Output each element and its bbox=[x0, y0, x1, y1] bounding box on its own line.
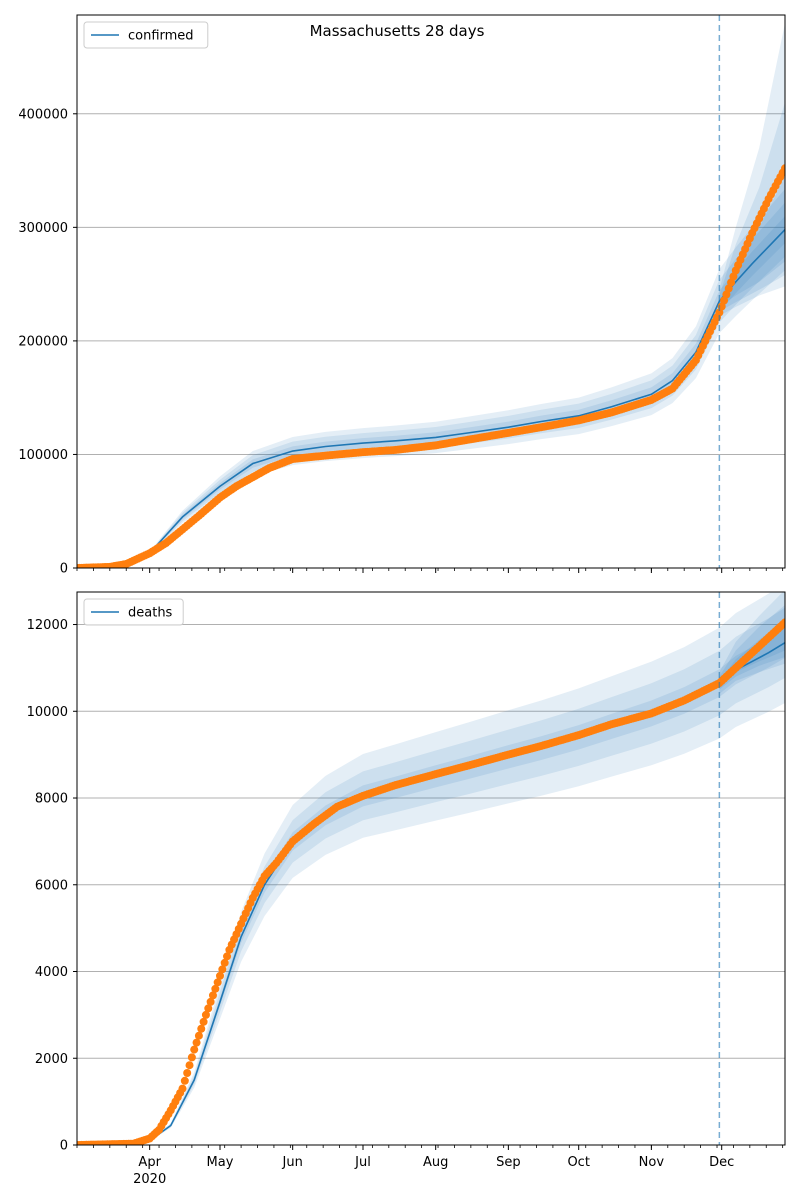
observed-point bbox=[178, 1084, 187, 1093]
uncertainty-band-inner bbox=[77, 627, 785, 1145]
forecast-band-outer bbox=[719, 22, 785, 316]
deaths-panel: 0 2000 4000 6000 8000 10000 12000 Apr May Jun Jul A… bbox=[27, 591, 786, 1187]
observed-point bbox=[213, 978, 222, 987]
observed-point bbox=[781, 164, 785, 173]
y-tick-label: 200000 bbox=[18, 334, 68, 349]
uncertainty-band-inner bbox=[77, 216, 785, 568]
uncertainty-band-mid bbox=[77, 607, 785, 1145]
observed-point bbox=[724, 284, 733, 293]
y-tick-label: 8000 bbox=[35, 792, 68, 807]
observed-point bbox=[216, 971, 225, 980]
plot-area bbox=[77, 592, 785, 1145]
y-tick-label: 0 bbox=[60, 1139, 68, 1154]
y-tick-label: 10000 bbox=[27, 705, 68, 720]
y-tick-label: 2000 bbox=[35, 1052, 68, 1067]
y-tick-label: 12000 bbox=[27, 618, 68, 633]
chart-title: Massachusetts 28 days bbox=[310, 22, 485, 40]
legend: confirmed bbox=[83, 21, 209, 49]
y-tick-label: 100000 bbox=[18, 448, 68, 463]
observed-point bbox=[180, 1076, 189, 1085]
observed-point bbox=[208, 991, 217, 1000]
legend-label: deaths bbox=[128, 606, 173, 621]
uncertainty-band-outer bbox=[77, 592, 785, 1145]
observed-point bbox=[218, 965, 227, 974]
observed-point bbox=[204, 1004, 213, 1013]
observed-point bbox=[187, 1053, 196, 1062]
observed-point bbox=[192, 1038, 201, 1047]
y-tick-label: 6000 bbox=[35, 878, 68, 893]
observed-point bbox=[199, 1017, 208, 1026]
y-tick-label: 4000 bbox=[35, 965, 68, 980]
uncertainty-band-mid bbox=[77, 202, 785, 568]
x-tick-label: Sep bbox=[496, 1155, 521, 1170]
confirmed-panel: 0 100000 200000 300000 400000 confirmed bbox=[18, 14, 786, 577]
observed-point bbox=[720, 296, 729, 305]
x-tick-label: Jul bbox=[354, 1155, 371, 1170]
observed-point bbox=[729, 272, 738, 281]
axes-frame bbox=[76, 14, 786, 569]
observed-point bbox=[183, 1069, 192, 1078]
series-line-confirmed bbox=[77, 229, 785, 568]
observed-point bbox=[220, 958, 229, 967]
observed-point bbox=[223, 952, 232, 961]
observed-point bbox=[185, 1061, 194, 1070]
legend-label: confirmed bbox=[128, 29, 194, 44]
observed-point bbox=[722, 290, 731, 299]
x-tick-label: Nov bbox=[639, 1155, 665, 1170]
x-tick-label: Jun bbox=[282, 1155, 303, 1170]
observed-point bbox=[715, 308, 724, 317]
axes-frame bbox=[76, 591, 786, 1146]
observed-point bbox=[197, 1024, 206, 1033]
x-tick-label: Oct bbox=[567, 1155, 589, 1170]
y-tick-label: 300000 bbox=[18, 221, 68, 236]
forecast-band-mid bbox=[719, 102, 785, 312]
x-tick-label: May bbox=[207, 1155, 234, 1170]
observed-point bbox=[211, 984, 220, 993]
legend: deaths bbox=[83, 598, 184, 626]
observed-point bbox=[190, 1045, 199, 1054]
observed-point bbox=[201, 1010, 210, 1019]
y-tick-label: 0 bbox=[60, 562, 68, 577]
plot-area bbox=[77, 22, 785, 568]
x-tick-label: Aug bbox=[423, 1155, 448, 1170]
y-tick-label: 400000 bbox=[18, 107, 68, 122]
x-tick-label: Apr bbox=[138, 1155, 161, 1170]
x-year-label: 2020 bbox=[133, 1172, 166, 1187]
observed-point bbox=[727, 278, 736, 287]
observed-point bbox=[206, 997, 215, 1006]
legend-box bbox=[83, 598, 184, 626]
legend-box bbox=[83, 21, 209, 49]
x-tick-label: Dec bbox=[709, 1155, 734, 1170]
observed-point bbox=[194, 1031, 203, 1040]
observed-point bbox=[781, 618, 785, 627]
